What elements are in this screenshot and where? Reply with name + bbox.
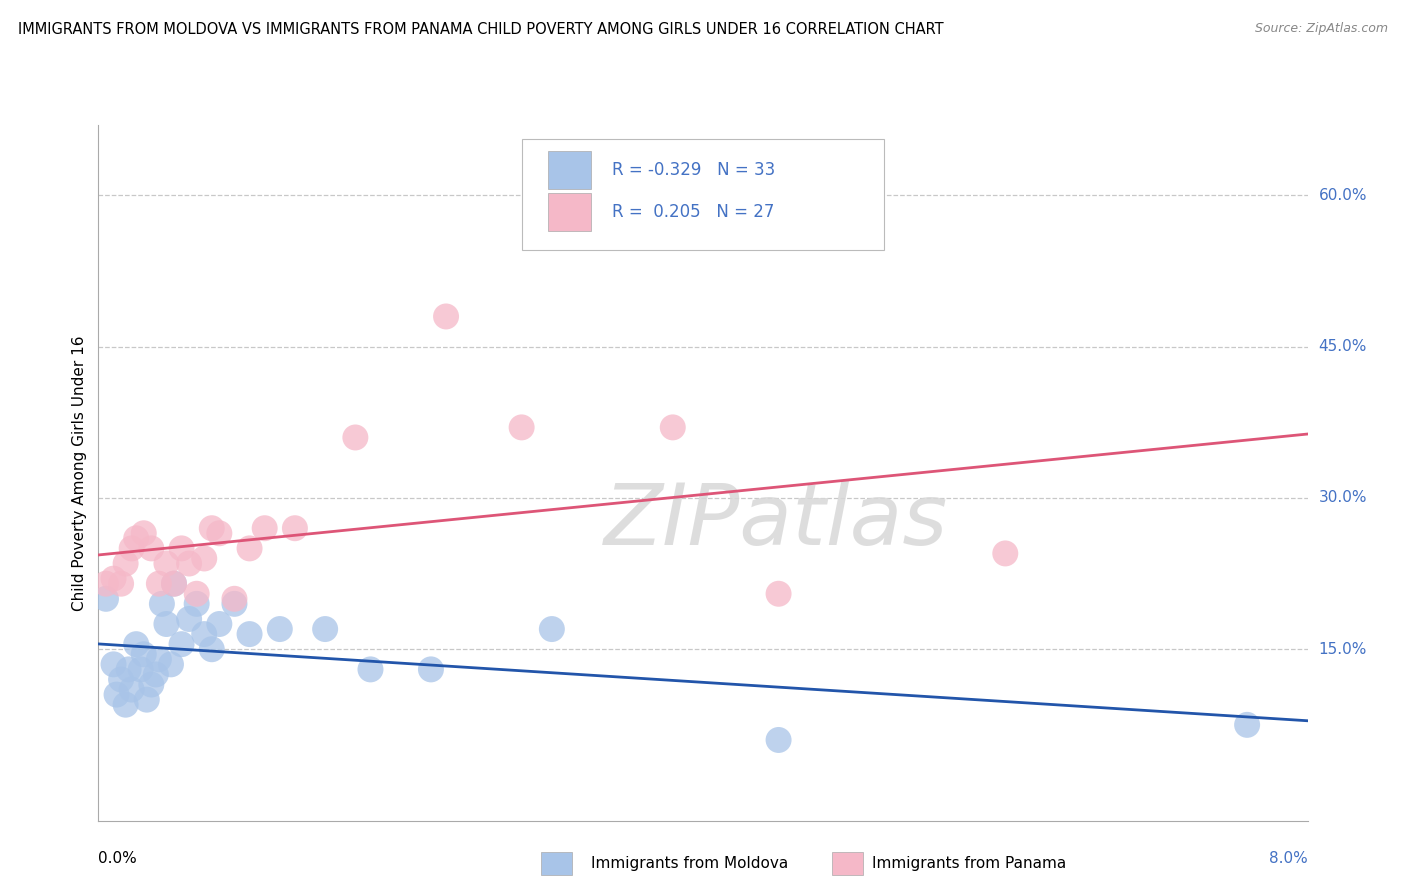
Point	[94, 591, 117, 606]
Text: Immigrants from Panama: Immigrants from Panama	[872, 856, 1066, 871]
Point	[132, 526, 155, 541]
Point	[103, 572, 125, 586]
Point	[150, 597, 173, 611]
Point	[994, 546, 1017, 560]
Text: 0.0%: 0.0%	[98, 851, 138, 866]
Point	[163, 576, 186, 591]
Point	[125, 637, 148, 651]
Point	[132, 647, 155, 661]
Point	[359, 662, 381, 676]
Point	[201, 642, 224, 657]
Point	[208, 617, 231, 632]
Point	[269, 622, 291, 636]
Point	[125, 531, 148, 545]
Point	[155, 617, 177, 632]
Text: IMMIGRANTS FROM MOLDOVA VS IMMIGRANTS FROM PANAMA CHILD POVERTY AMONG GIRLS UNDE: IMMIGRANTS FROM MOLDOVA VS IMMIGRANTS FR…	[18, 22, 943, 37]
Point	[239, 627, 262, 641]
Text: 60.0%: 60.0%	[1319, 188, 1367, 203]
FancyBboxPatch shape	[522, 139, 884, 250]
Point	[114, 557, 136, 571]
Text: ZIPatlas: ZIPatlas	[603, 480, 948, 563]
FancyBboxPatch shape	[548, 151, 591, 189]
Text: R =  0.205   N = 27: R = 0.205 N = 27	[612, 202, 775, 221]
Point	[160, 657, 183, 672]
Point	[121, 541, 143, 556]
Point	[540, 622, 562, 636]
Text: 8.0%: 8.0%	[1268, 851, 1308, 866]
Point	[110, 576, 132, 591]
Point	[103, 657, 125, 672]
Point	[114, 698, 136, 712]
Point	[768, 733, 790, 747]
Point	[284, 521, 307, 535]
Point	[344, 430, 367, 444]
Point	[148, 652, 170, 666]
Point	[193, 627, 215, 641]
Point	[145, 667, 167, 681]
Text: 45.0%: 45.0%	[1319, 339, 1367, 354]
Point	[768, 587, 790, 601]
Point	[419, 662, 441, 676]
Point	[510, 420, 533, 434]
Point	[121, 682, 143, 697]
Point	[224, 591, 246, 606]
Point	[105, 688, 128, 702]
Point	[141, 677, 163, 691]
Point	[155, 557, 177, 571]
Point	[110, 673, 132, 687]
Y-axis label: Child Poverty Among Girls Under 16: Child Poverty Among Girls Under 16	[72, 335, 87, 610]
Point	[193, 551, 215, 566]
Point	[186, 597, 208, 611]
Text: Source: ZipAtlas.com: Source: ZipAtlas.com	[1254, 22, 1388, 36]
Point	[163, 576, 186, 591]
Point	[170, 637, 193, 651]
FancyBboxPatch shape	[541, 853, 572, 874]
Point	[1236, 718, 1258, 732]
Point	[314, 622, 336, 636]
Point	[148, 576, 170, 591]
Point	[179, 612, 201, 626]
Point	[224, 597, 246, 611]
FancyBboxPatch shape	[832, 853, 863, 874]
Point	[208, 526, 231, 541]
Text: 30.0%: 30.0%	[1319, 491, 1367, 506]
Point	[129, 662, 152, 676]
FancyBboxPatch shape	[548, 193, 591, 231]
Point	[201, 521, 224, 535]
Text: 15.0%: 15.0%	[1319, 641, 1367, 657]
Point	[179, 557, 201, 571]
Point	[186, 587, 208, 601]
Point	[141, 541, 163, 556]
Point	[94, 576, 117, 591]
Point	[170, 541, 193, 556]
Point	[118, 662, 141, 676]
Text: R = -0.329   N = 33: R = -0.329 N = 33	[612, 161, 776, 179]
Point	[253, 521, 276, 535]
Point	[661, 420, 683, 434]
Text: Immigrants from Moldova: Immigrants from Moldova	[591, 856, 787, 871]
Point	[239, 541, 262, 556]
Point	[434, 310, 457, 324]
Point	[135, 692, 157, 706]
